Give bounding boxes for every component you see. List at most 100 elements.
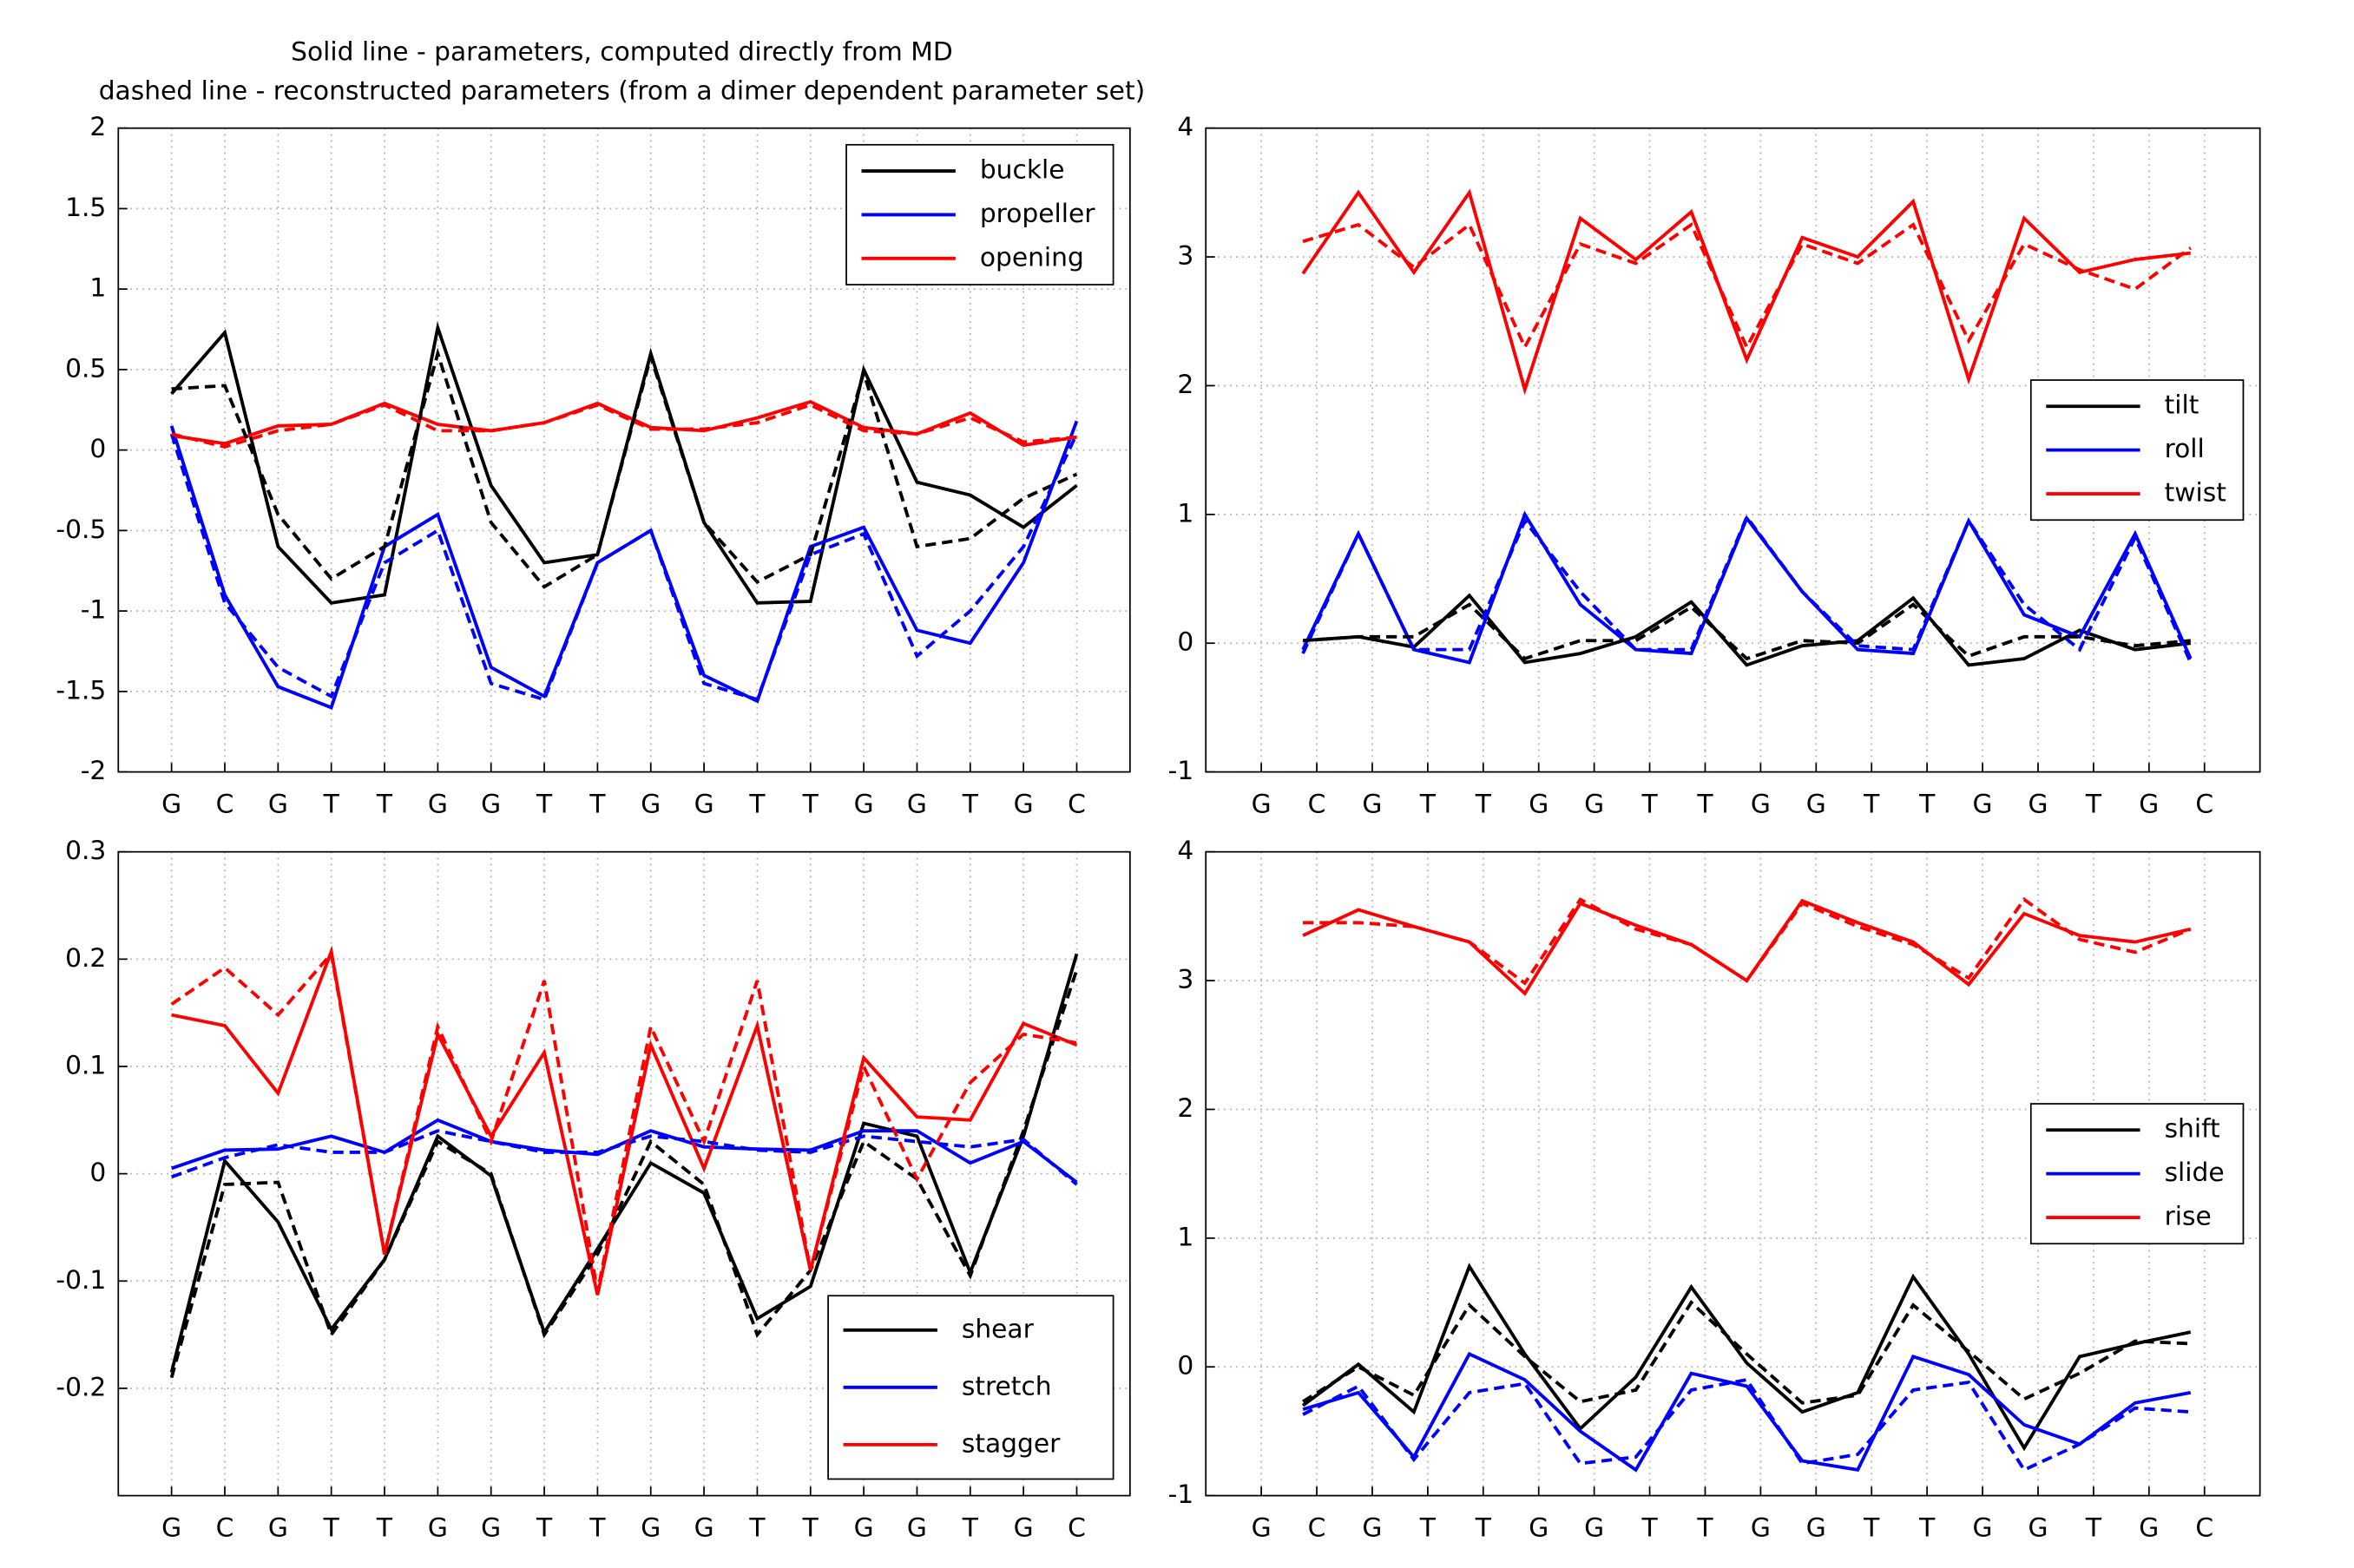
dashed-line	[169, 969, 1079, 1379]
dashed-line	[169, 433, 1079, 702]
x-tick-label: G	[268, 1512, 288, 1542]
x-tick-label: G	[641, 1512, 661, 1542]
x-tick-label: T	[323, 789, 340, 818]
legend-label: rise	[2165, 1202, 2212, 1231]
x-tick-label: G	[1584, 789, 1604, 818]
y-tick-label: 3	[1177, 965, 1193, 994]
x-tick-label: G	[641, 789, 661, 818]
x-tick-label: G	[1014, 1512, 1034, 1542]
x-tick-label: C	[1308, 789, 1326, 818]
x-tick-label: G	[428, 789, 448, 818]
solid-line	[1301, 1263, 2192, 1452]
plot-frame	[117, 850, 1131, 1497]
x-tick-label: T	[1918, 1512, 1936, 1542]
y-tick-label: 0.3	[65, 836, 106, 865]
x-tick-label: C	[2195, 1512, 2213, 1542]
dashed-line	[1302, 1377, 2191, 1473]
x-tick-label: G	[161, 789, 181, 818]
y-tick-label: 0	[89, 434, 106, 463]
legend: shear stretch stagger	[827, 1295, 1115, 1480]
x-tick-label: C	[216, 1512, 234, 1542]
x-tick-label: G	[854, 1512, 874, 1542]
x-tick-label: T	[376, 789, 393, 818]
solid-line	[171, 945, 1078, 1296]
x-tick-label: G	[1529, 789, 1549, 818]
y-tick-label: -0.2	[56, 1373, 106, 1402]
y-tick-label: 1.5	[65, 193, 106, 222]
legend-label: buckle	[980, 155, 1065, 185]
y-tick-label: 2	[1177, 1093, 1193, 1123]
x-tick-label: G	[1751, 1512, 1771, 1542]
x-tick-label: T	[1419, 1512, 1437, 1542]
dashed-line	[1302, 602, 2191, 661]
x-tick-label: T	[323, 1512, 340, 1542]
x-tick-label: G	[694, 1512, 714, 1542]
x-tick-label: T	[1641, 1512, 1658, 1542]
x-tick-label: T	[2085, 789, 2102, 818]
y-tick-label: 1	[1177, 498, 1193, 528]
x-tick-label: G	[694, 789, 714, 818]
x-tick-label: G	[1362, 1512, 1382, 1542]
x-tick-label: G	[481, 789, 501, 818]
x-tick-label: G	[1973, 1512, 1993, 1542]
legend: tilt roll twist	[2029, 379, 2245, 522]
legend: shift slide rise	[2029, 1103, 2245, 1245]
y-tick-label: 0.2	[65, 943, 106, 973]
x-tick-label: T	[962, 1512, 979, 1542]
dashed-line	[171, 347, 1078, 589]
y-tick-label: -0.5	[56, 515, 106, 544]
x-tick-label: C	[1068, 789, 1086, 818]
y-tick-label: 1	[1177, 1222, 1193, 1251]
y-tick-label: 3	[1177, 241, 1193, 271]
plot-frame	[1205, 850, 2261, 1497]
x-tick-label: G	[1806, 789, 1826, 818]
y-tick-label: 2	[1177, 370, 1193, 399]
legend-label: twist	[2165, 478, 2226, 508]
y-tick-label: 0	[1177, 1351, 1193, 1381]
legend-label: tilt	[2165, 390, 2199, 420]
x-tick-label: G	[481, 1512, 501, 1542]
y-tick-label: 0.1	[65, 1051, 106, 1080]
x-tick-label: T	[802, 1512, 819, 1542]
x-tick-label: G	[1751, 789, 1771, 818]
x-tick-label: C	[216, 789, 234, 818]
x-tick-label: G	[2028, 789, 2048, 818]
dashed-line	[170, 949, 1077, 1293]
x-tick-label: T	[962, 789, 979, 818]
x-tick-label: T	[802, 789, 819, 818]
x-tick-label: T	[748, 1512, 766, 1542]
dashed-line	[1302, 1300, 2191, 1405]
x-tick-label: T	[1863, 789, 1880, 818]
x-tick-label: T	[1863, 1512, 1880, 1542]
x-tick-label: T	[1419, 789, 1437, 818]
chart-subtitle: dashed line - reconstructed parameters (…	[99, 76, 1145, 106]
x-tick-label: G	[907, 1512, 927, 1542]
y-tick-label: 0.5	[65, 353, 106, 383]
x-tick-label: G	[1252, 789, 1272, 818]
x-tick-label: G	[428, 1512, 448, 1542]
legend: buckle propeller opening	[845, 143, 1115, 285]
x-tick-label: G	[268, 789, 288, 818]
x-tick-label: G	[907, 789, 927, 818]
y-tick-label: 0	[89, 1158, 106, 1187]
y-tick-label: -1.5	[56, 675, 106, 705]
dashed-line	[1301, 513, 2193, 664]
legend-label: shift	[2165, 1114, 2220, 1144]
dashed-line	[171, 403, 1077, 449]
chart-title: Solid line - parameters, computed direct…	[291, 36, 953, 66]
x-tick-label: G	[2139, 1512, 2159, 1542]
plot-frame	[117, 127, 1131, 773]
x-tick-label: C	[1308, 1512, 1326, 1542]
y-tick-label: -0.1	[56, 1265, 106, 1295]
solid-line	[1302, 1351, 2192, 1473]
solid-line	[171, 1118, 1078, 1184]
solid-line	[1302, 593, 2191, 667]
x-tick-label: C	[1068, 1512, 1086, 1542]
x-tick-label: G	[1252, 1512, 1272, 1542]
legend-label: stagger	[962, 1428, 1061, 1458]
y-tick-label: -1	[81, 595, 107, 625]
legend-label: opening	[980, 242, 1084, 272]
